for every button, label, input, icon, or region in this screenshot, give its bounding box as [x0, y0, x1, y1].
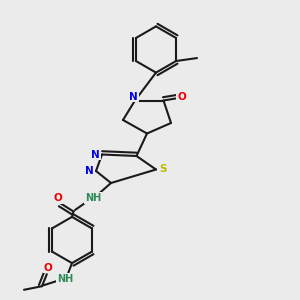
Text: NH: NH: [85, 193, 101, 203]
Text: N: N: [129, 92, 138, 102]
Text: O: O: [53, 193, 62, 203]
Text: N: N: [91, 149, 100, 160]
Text: NH: NH: [57, 274, 73, 284]
Text: S: S: [159, 164, 166, 175]
Text: N: N: [85, 166, 94, 176]
Text: O: O: [177, 92, 186, 102]
Text: O: O: [44, 262, 52, 273]
